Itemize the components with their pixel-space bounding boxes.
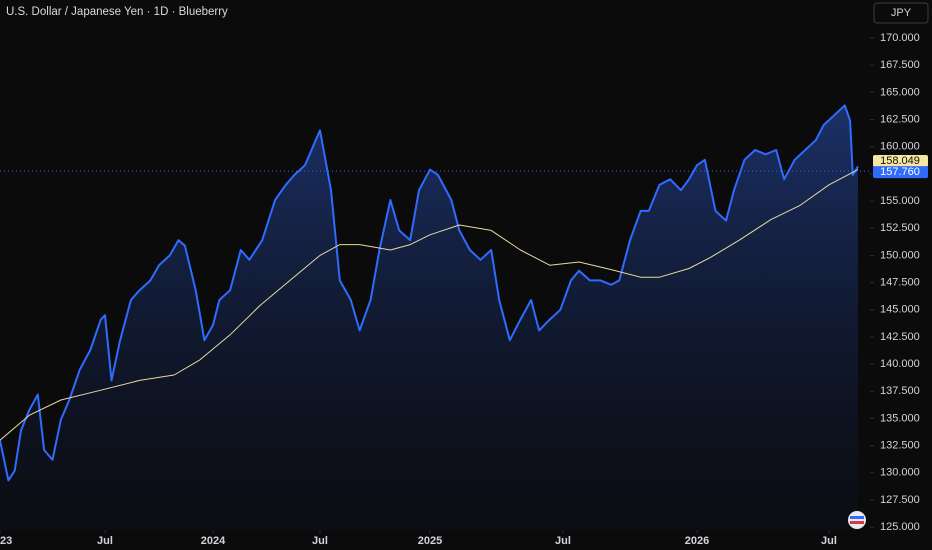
y-tick-label: 142.500: [880, 331, 920, 343]
x-tick-label: Jul: [312, 535, 328, 547]
y-tick-label: 160.000: [880, 141, 920, 153]
y-tick-label: 152.500: [880, 222, 920, 234]
y-tick-label: 165.000: [880, 86, 920, 98]
logo-icon: [848, 511, 866, 529]
price-tag-label: 157.760: [880, 166, 920, 178]
price-tag: [873, 154, 928, 167]
y-tick-label: 150.000: [880, 249, 920, 261]
x-tick-label: Jul: [555, 535, 571, 547]
x-tick-label: Jul: [821, 535, 837, 547]
y-tick-label: 170.000: [880, 32, 920, 44]
price-tag-label: 158.049: [880, 155, 920, 167]
y-tick-label: 145.000: [880, 304, 920, 316]
moving-average-line: [0, 169, 859, 441]
y-tick-label: 127.500: [880, 494, 920, 506]
currency-button[interactable]: [873, 2, 929, 24]
y-tick-label: 147.500: [880, 277, 920, 289]
x-tick-label: 2025: [418, 535, 442, 547]
y-tick-label: 155.000: [880, 195, 920, 207]
y-tick-label: 132.500: [880, 440, 920, 452]
price-tag: [873, 166, 928, 179]
y-tick-label: 140.000: [880, 358, 920, 370]
x-tick-label: 2026: [685, 535, 709, 547]
x-tick-label: 2024: [201, 535, 226, 547]
y-tick-label: 135.000: [880, 412, 920, 424]
y-tick-label: 167.500: [880, 59, 920, 71]
y-tick-label: 137.500: [880, 385, 920, 397]
plot-area: 125.000 127.500 130.000 132.500 135.000 137.5…: [0, 32, 928, 547]
chart-title: U.S. Dollar / Japanese Yen · 1D · Bluebe…: [6, 6, 228, 18]
y-tick-label: 130.000: [880, 467, 920, 479]
x-tick-label: Jul: [97, 535, 113, 547]
currency-label[interactable]: JPY: [891, 7, 912, 19]
x-tick-label: 23: [0, 535, 12, 547]
y-tick-label: 162.500: [880, 113, 920, 125]
price-line: [0, 104, 859, 482]
y-tick-label: 125.000: [880, 521, 920, 533]
